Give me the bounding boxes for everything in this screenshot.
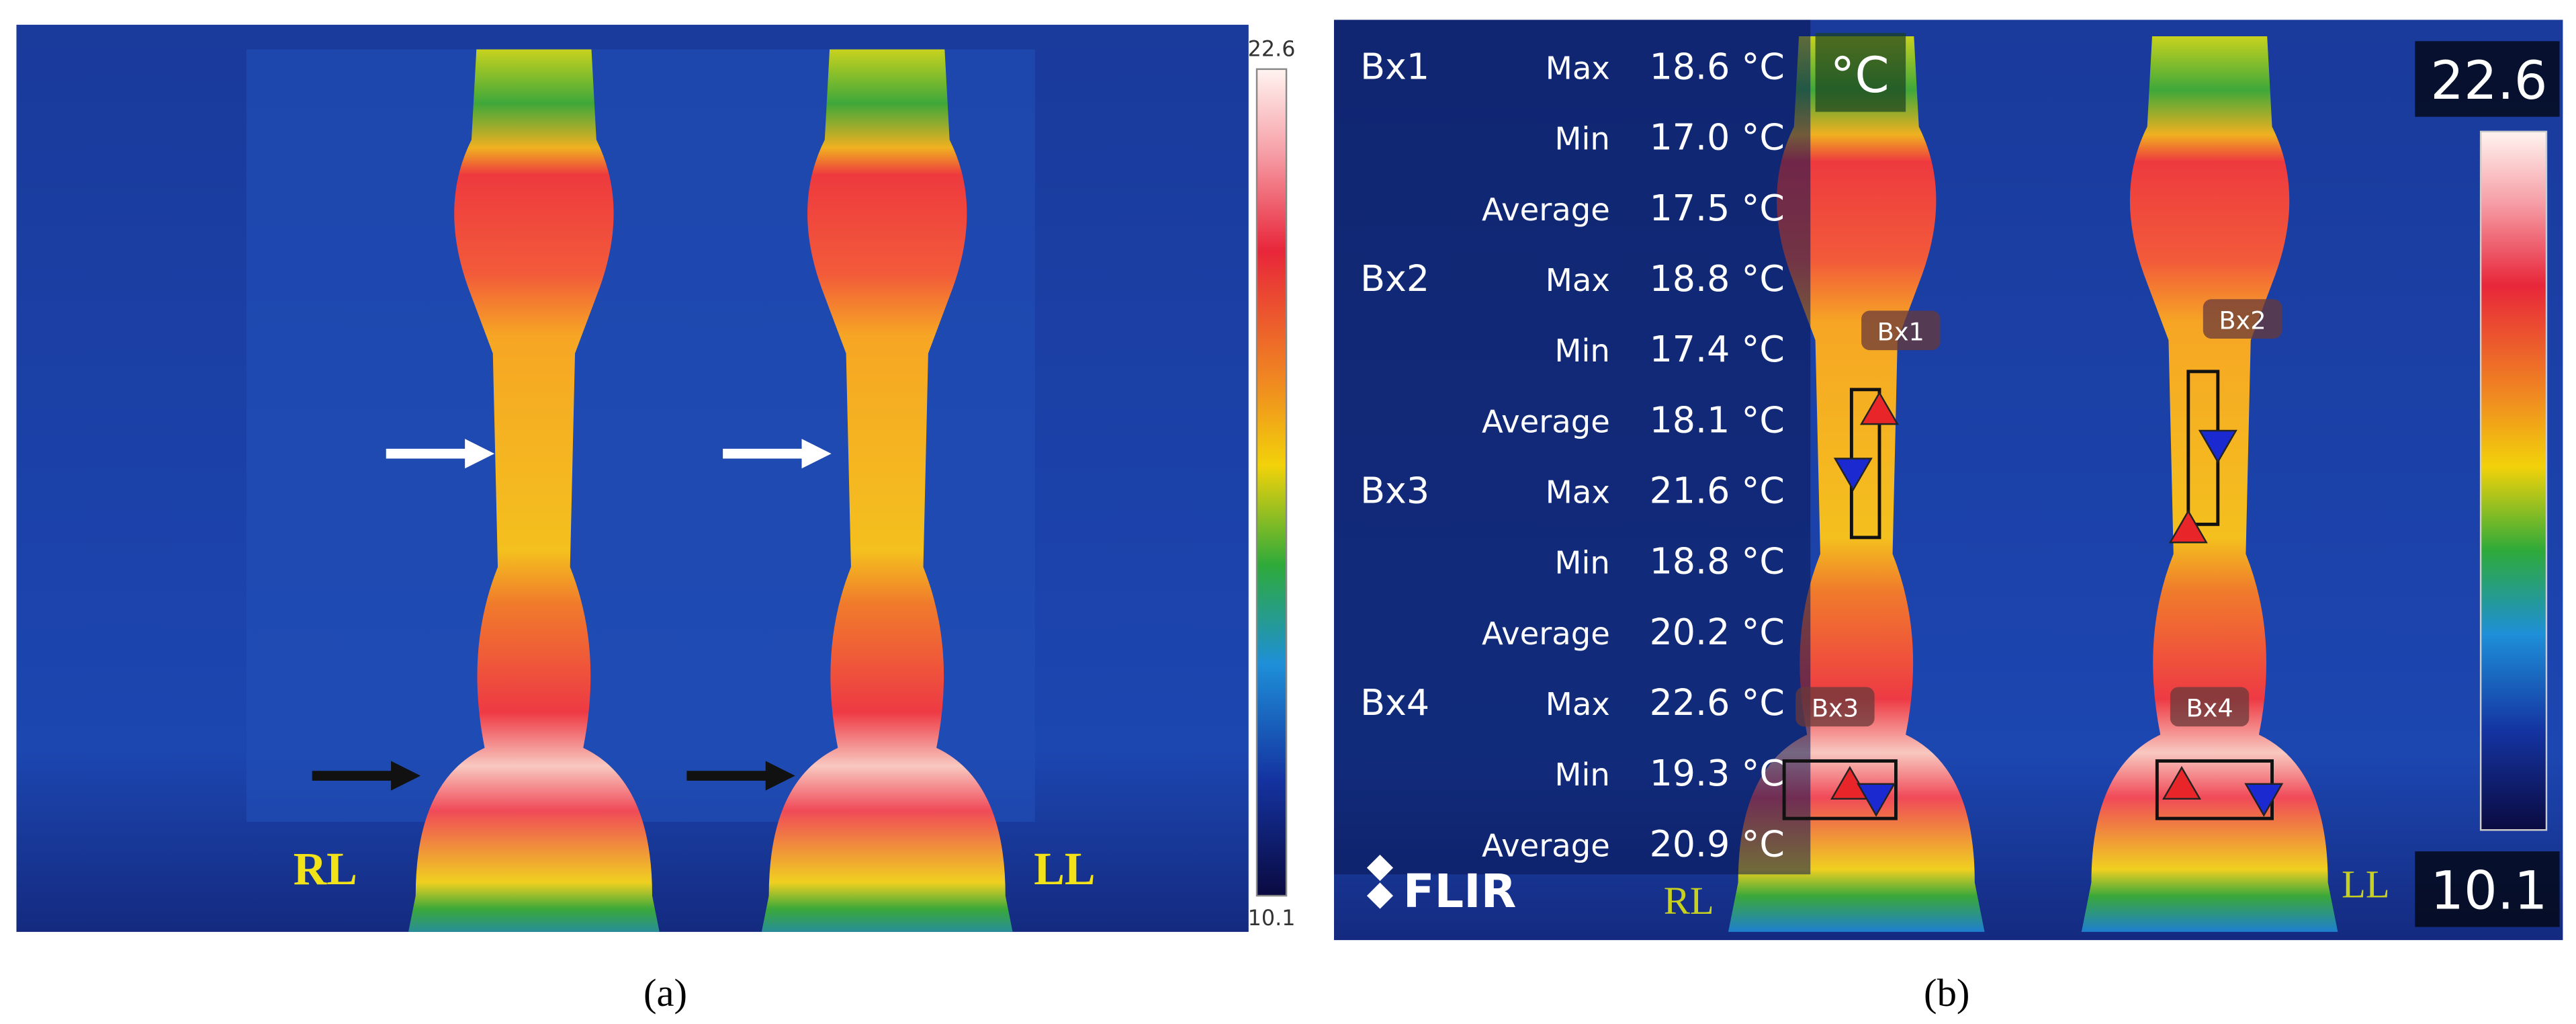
box-tag — [2170, 687, 2250, 727]
box-name: Bx2 — [1360, 257, 1429, 300]
stat-label: Max — [1546, 50, 1610, 87]
stat-value: 18.6 °C — [1650, 46, 1785, 88]
min-marker — [2198, 429, 2237, 464]
scale-max: 22.6 — [2430, 50, 2547, 112]
stat-value: 20.9 °C — [1650, 822, 1785, 865]
stat-label: Average — [1482, 615, 1610, 652]
box-tag — [2203, 299, 2282, 339]
min-marker — [1833, 458, 1873, 492]
stat-value: 17.0 °C — [1650, 116, 1785, 159]
stat-label: Min — [1554, 757, 1609, 793]
unit-box — [1815, 33, 1906, 112]
max-marker — [1859, 391, 1900, 425]
color-scale — [2479, 130, 2548, 831]
box-name: Bx4 — [1360, 681, 1429, 724]
stat-value: 22.6 °C — [1650, 681, 1785, 724]
box-name: Bx1 — [1360, 46, 1429, 88]
stat-value: 19.3 °C — [1650, 752, 1785, 794]
stat-label: Average — [1482, 191, 1610, 228]
max-marker — [2168, 509, 2208, 544]
box-name: Bx3 — [1360, 470, 1429, 512]
box-tag — [1795, 687, 1875, 727]
scale-min: 10.1 — [2430, 861, 2547, 922]
box-tag — [1861, 310, 1941, 351]
stat-value: 17.5 °C — [1650, 187, 1785, 229]
min-marker — [1857, 783, 1896, 817]
stat-label: Max — [1546, 262, 1610, 298]
stat-value: 20.2 °C — [1650, 611, 1785, 653]
box-tag-label: Bx1 — [1877, 317, 1924, 346]
logo: FLIR — [1403, 865, 1517, 919]
caption: (a) — [643, 971, 687, 1015]
stat-value: 18.1 °C — [1650, 398, 1785, 441]
scale-max-bg — [2415, 41, 2560, 117]
leg-label: RL — [1664, 879, 1714, 923]
leg-label: RL — [294, 843, 357, 894]
scale-max: 22.6 — [1248, 36, 1296, 61]
stat-label: Average — [1482, 403, 1610, 439]
stat-label: Min — [1554, 121, 1609, 157]
panel-a: RL LL 22.6 10.1 (a) — [16, 24, 1296, 1015]
panel-b: °C Bx1 Max 18.6 °C Min 17.0 °C Average 17.5 °C… — [1333, 19, 2563, 1015]
box-tag-label: Bx4 — [2186, 694, 2233, 723]
stat-value: 17.4 °C — [1650, 328, 1785, 370]
readout-table: Bx1 Max 18.6 °C Min 17.0 °C Average 17.5 °C Bx2… — [1360, 46, 1785, 865]
min-marker — [2244, 783, 2284, 817]
logo-icon — [1366, 854, 1394, 909]
leg-label: LL — [1034, 843, 1095, 894]
leg-label: LL — [2342, 863, 2390, 906]
stat-label: Min — [1554, 333, 1609, 369]
unit: °C — [1830, 47, 1890, 104]
color-scale — [1255, 68, 1288, 897]
stat-label: Min — [1554, 545, 1609, 581]
stat-label: Max — [1546, 474, 1610, 511]
box-tag-label: Bx2 — [2219, 306, 2266, 335]
scale-min: 10.1 — [1248, 906, 1296, 931]
stat-value: 18.8 °C — [1650, 540, 1785, 583]
scale-min-bg — [2415, 851, 2560, 927]
stat-label: Max — [1546, 686, 1610, 722]
readout-panel — [1333, 19, 1811, 875]
stat-value: 18.8 °C — [1650, 257, 1785, 300]
caption: (b) — [1924, 971, 1969, 1015]
stat-label: Average — [1482, 827, 1610, 863]
measure-box — [1782, 759, 1898, 820]
measurement-boxes: Bx1 Bx2 Bx3 Bx4 — [1782, 299, 2284, 820]
stat-value: 21.6 °C — [1650, 470, 1785, 512]
max-marker — [2162, 765, 2202, 800]
box-tag-label: Bx3 — [1812, 694, 1859, 723]
